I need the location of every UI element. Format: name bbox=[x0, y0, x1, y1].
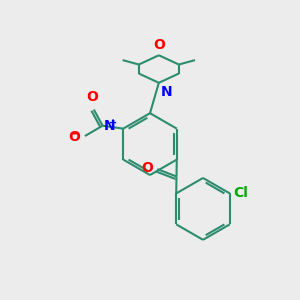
Text: O: O bbox=[141, 161, 153, 175]
Text: O: O bbox=[69, 130, 80, 145]
Text: −: − bbox=[69, 127, 80, 140]
Text: O: O bbox=[86, 90, 98, 104]
Text: Cl: Cl bbox=[233, 186, 248, 200]
Text: N: N bbox=[104, 119, 116, 133]
Text: +: + bbox=[109, 118, 117, 128]
Text: N: N bbox=[160, 85, 172, 99]
Text: O: O bbox=[153, 38, 165, 52]
